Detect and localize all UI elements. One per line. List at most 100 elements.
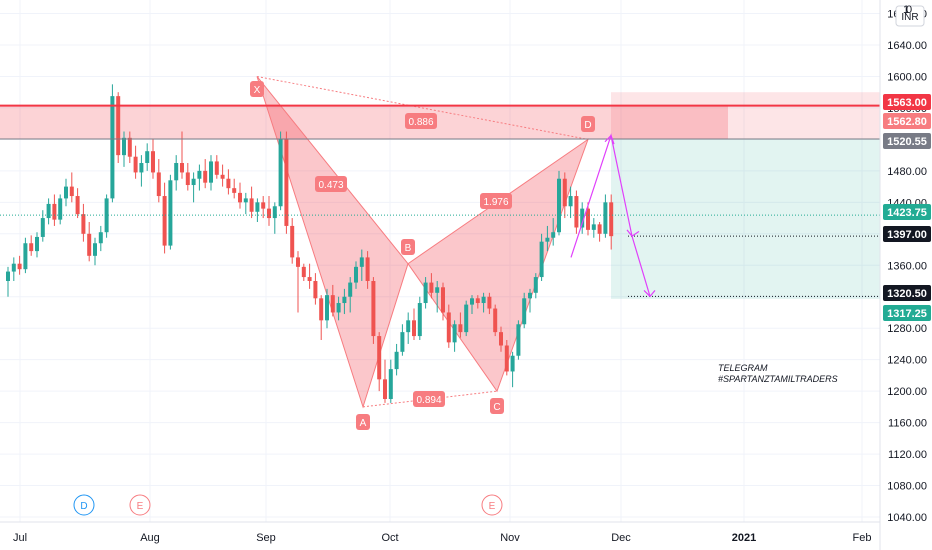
candle-body [197, 170, 202, 179]
candle-body [284, 139, 289, 226]
candle [487, 292, 492, 315]
candle [562, 172, 567, 219]
arrow-head-t2 [643, 290, 656, 298]
candle-body [597, 224, 602, 234]
point-label-b: B [401, 239, 415, 255]
candle [435, 281, 440, 313]
candle [342, 288, 347, 315]
candle-body [220, 174, 225, 179]
y-tick-label: 1200.00 [887, 386, 927, 398]
candle [394, 343, 399, 376]
candle-body [470, 298, 474, 305]
candle [400, 324, 405, 356]
point-label-text: X [254, 85, 261, 96]
axis-corner-top: 1 [903, 4, 909, 16]
candle [58, 194, 63, 225]
candle [493, 304, 498, 337]
candle-body [255, 202, 260, 212]
price-tag: 1317.25 [883, 305, 931, 321]
event-marker-text: E [489, 501, 496, 512]
x-tick-label: Feb [853, 532, 872, 544]
candle-body [348, 282, 353, 297]
candle-body [58, 198, 63, 220]
price-tags: 1563.00 1562.80 1520.55 1423.75 1397.00 1320.… [883, 94, 931, 321]
candle [290, 218, 295, 264]
candle [23, 237, 28, 274]
price-tag-bg [883, 133, 931, 149]
ratio-label: 0.894 [413, 391, 445, 407]
candle-body [388, 369, 393, 399]
candle-body [406, 320, 411, 333]
candles [6, 84, 614, 403]
candle-body [452, 324, 457, 343]
price-tag: 1320.50 [883, 285, 931, 301]
event-marker[interactable]: E [481, 494, 503, 516]
x-tick-label: Sep [256, 532, 276, 544]
candle-body [52, 203, 57, 220]
candle-body [464, 304, 469, 333]
candle [307, 263, 312, 289]
price-tag-text: 1563.00 [887, 97, 927, 109]
candle [528, 288, 532, 313]
candle [145, 143, 150, 171]
currency-badge[interactable]: INR [895, 5, 925, 27]
event-marker[interactable]: E [129, 494, 151, 516]
ratio-label-text: 0.473 [318, 180, 343, 191]
currency-label: INR [901, 12, 918, 23]
price-tag-bg [883, 226, 931, 242]
ratio-label-bg [413, 391, 445, 407]
candle [110, 84, 115, 203]
y-tick-label: 1640.00 [887, 40, 927, 52]
point-label-bg [401, 239, 415, 255]
candle [81, 203, 86, 242]
event-marker-text: D [80, 501, 87, 512]
candle [151, 139, 155, 179]
candle-body [516, 324, 521, 356]
event-marker[interactable]: D [73, 494, 95, 516]
candle-body [307, 277, 312, 281]
annotation-line-2: #SPARTANZTAMILTRADERS [718, 374, 838, 384]
candle [156, 159, 161, 203]
candle [69, 172, 74, 203]
candle [75, 188, 80, 219]
candle [203, 159, 208, 189]
candle-body [6, 271, 10, 281]
y-tick-label: 1360.00 [887, 260, 927, 272]
candle [185, 163, 190, 191]
candle-body [528, 292, 532, 299]
candle-body [267, 208, 271, 219]
candle-body [301, 266, 306, 278]
pattern-ac-line [362, 390, 498, 408]
price-tag-text: 1397.00 [887, 229, 927, 241]
point-label-text: B [405, 243, 412, 254]
y-tick-label: 1120.00 [888, 449, 927, 461]
candle-body [481, 296, 486, 304]
candle [139, 155, 144, 187]
candle [168, 174, 173, 250]
candle-body [290, 225, 295, 258]
candle [301, 263, 306, 281]
candle-body [185, 172, 190, 186]
candle [313, 273, 318, 305]
candle [597, 222, 602, 242]
candle [499, 326, 503, 352]
x-tick-label: Oct [381, 532, 398, 544]
candle-body [296, 257, 300, 267]
candle [64, 178, 68, 207]
candle-body [504, 345, 509, 372]
point-label-bg [581, 116, 595, 132]
ratio-label: 0.473 [315, 176, 347, 192]
price-tag-text: 1423.75 [887, 207, 927, 219]
candle-body [330, 295, 335, 313]
candle [388, 359, 393, 403]
candle [383, 359, 387, 403]
y-tick-label: 1160.00 [888, 418, 927, 430]
candle-body [603, 202, 608, 234]
candle-body [539, 241, 544, 278]
candle-body [591, 224, 596, 230]
annotation-line-1: TELEGRAM [718, 363, 768, 373]
candle [191, 172, 196, 203]
candle-body [116, 96, 121, 156]
candle-body [441, 287, 445, 313]
